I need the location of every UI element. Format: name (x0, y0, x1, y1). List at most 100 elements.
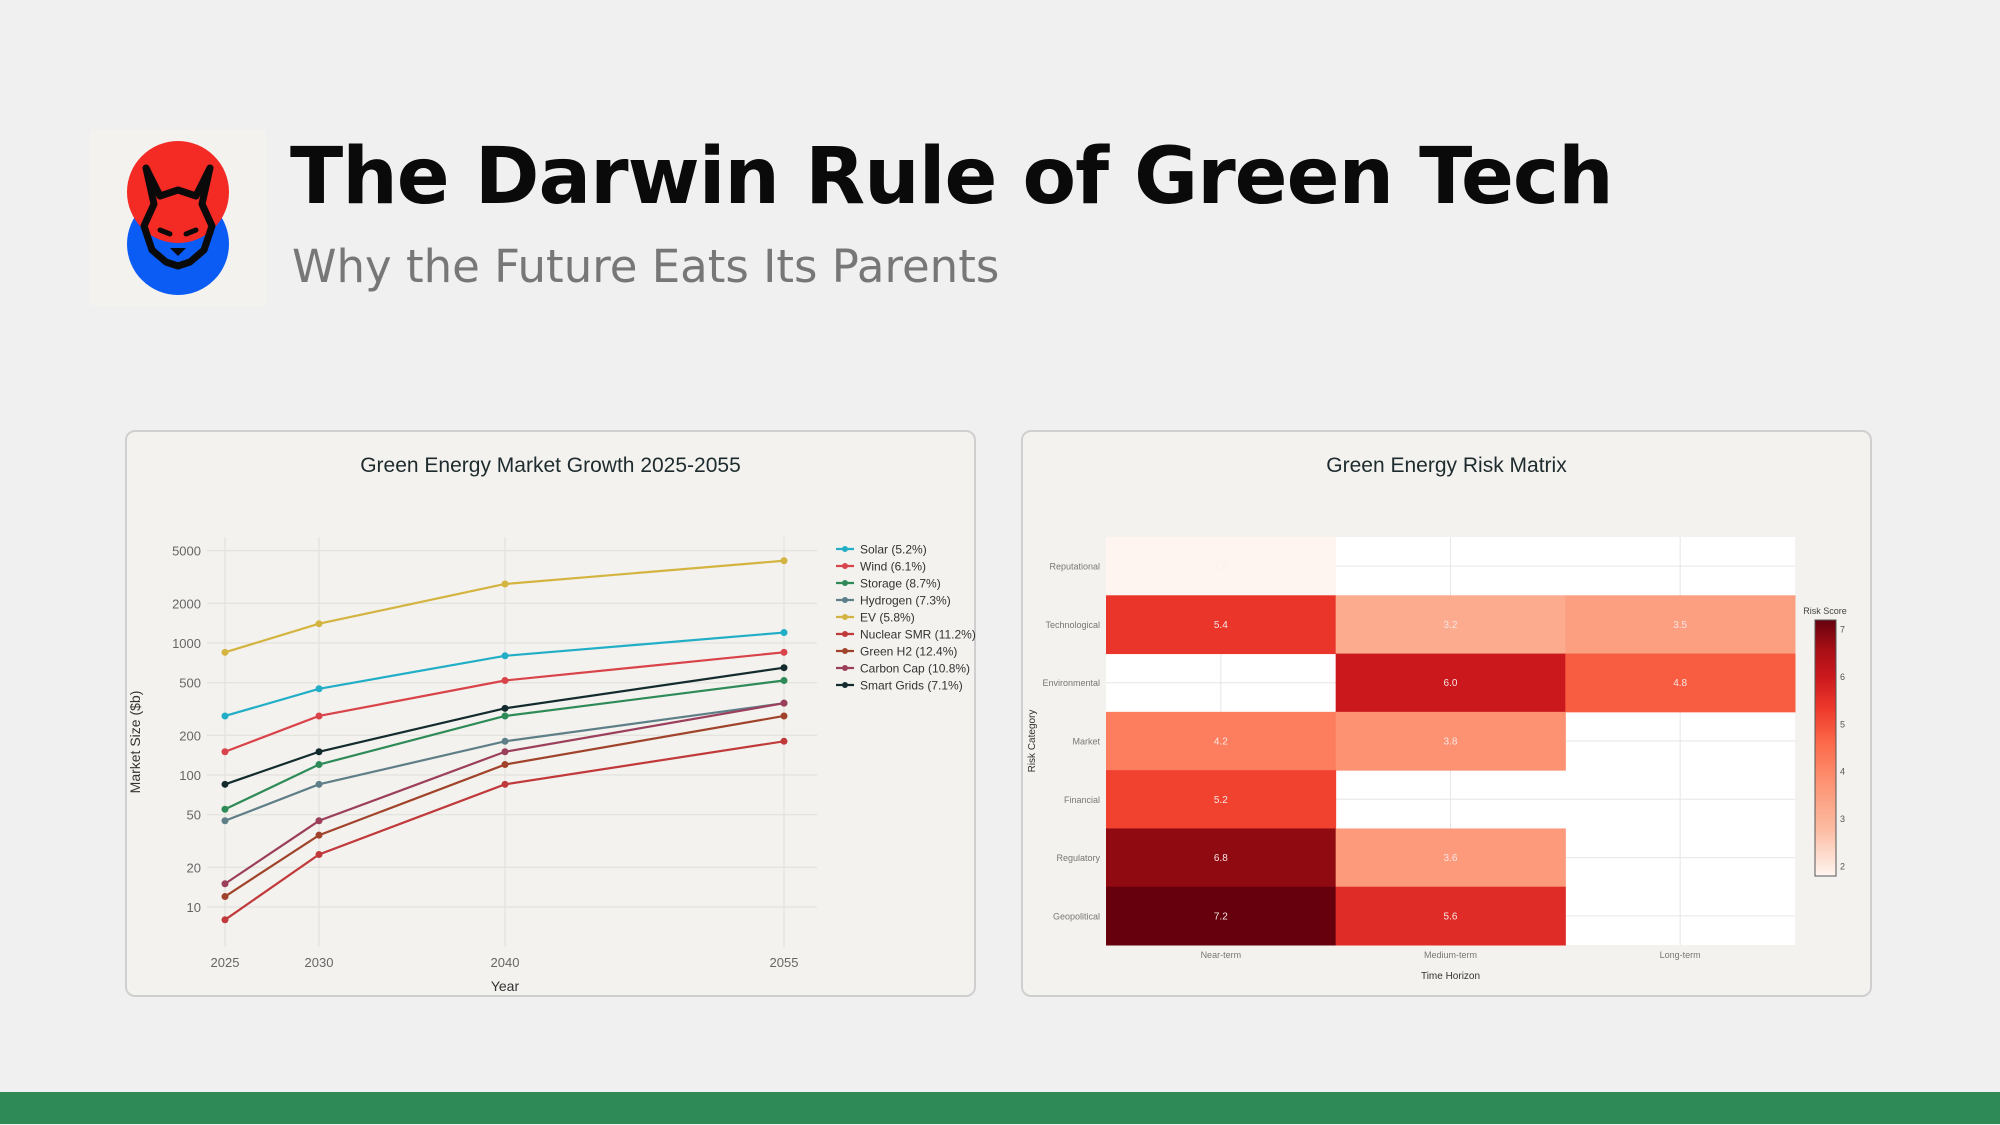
data-point[interactable] (315, 748, 323, 756)
data-point[interactable] (221, 748, 229, 756)
svg-text:3.2: 3.2 (1444, 620, 1458, 631)
data-point[interactable] (501, 676, 509, 684)
y-tick-label: 200 (179, 728, 201, 743)
page-subtitle: Why the Future Eats Its Parents (292, 240, 1000, 293)
legend-item[interactable]: Hydrogen (7.3%) (836, 594, 951, 608)
heatmap-cell[interactable]: 6.8 (1106, 828, 1337, 888)
heatmap-cell[interactable]: 1.8 (1106, 537, 1337, 596)
x-tick-label: Medium-term (1424, 950, 1477, 960)
data-point[interactable] (315, 761, 323, 769)
legend-item[interactable]: Smart Grids (7.1%) (836, 679, 963, 693)
colorbar-tick: 3 (1840, 814, 1845, 824)
colorbar-title: Risk Score (1803, 606, 1847, 616)
heatmap-cell[interactable]: 6.0 (1335, 653, 1566, 713)
svg-text:5.2: 5.2 (1214, 795, 1228, 806)
heatmap-cell[interactable]: 7.2 (1106, 886, 1337, 946)
series-line[interactable] (224, 702, 785, 822)
series-line[interactable] (224, 702, 785, 885)
data-point[interactable] (315, 817, 323, 825)
y-tick-label: 50 (187, 808, 201, 823)
data-point[interactable] (221, 712, 229, 720)
y-tick-label: Market (1072, 737, 1100, 747)
risk-heatmap: Reputational 1.8 Technological 5.4 3.2 3.5 Env… (1027, 537, 1847, 982)
svg-text:5.6: 5.6 (1444, 911, 1458, 922)
colorbar-tick: 2 (1840, 862, 1845, 872)
logo (90, 130, 266, 306)
x-axis-label: Year (491, 978, 520, 994)
data-point[interactable] (501, 652, 509, 660)
line-chart: 10 20 50 100 200 500 1000 2000 5000 2025 2030 2040 2… (127, 537, 976, 994)
data-point[interactable] (501, 761, 509, 769)
x-tick-label: 2055 (770, 955, 799, 970)
series-line[interactable] (224, 559, 785, 654)
lynx-logo-icon (127, 141, 229, 295)
x-tick-label: 2025 (211, 955, 240, 970)
legend-item[interactable]: EV (5.8%) (836, 611, 915, 625)
series-line[interactable] (224, 666, 785, 786)
y-tick-label: 20 (187, 860, 201, 875)
heatmap-cell[interactable]: 4.8 (1565, 653, 1796, 713)
y-tick-label: 1000 (172, 636, 201, 651)
x-tick-label: 2040 (491, 955, 520, 970)
data-point[interactable] (221, 893, 229, 901)
heatmap-cell[interactable]: 3.8 (1335, 711, 1566, 771)
data-point[interactable] (780, 699, 788, 707)
footer-bar (0, 1092, 2000, 1124)
series-line[interactable] (224, 679, 785, 811)
line-chart-title: Green Energy Market Growth 2025-2055 (360, 454, 741, 477)
legend-item[interactable]: Carbon Cap (10.8%) (836, 662, 970, 676)
svg-text:Storage (8.7%): Storage (8.7%) (860, 577, 941, 591)
series-line[interactable] (224, 631, 785, 718)
svg-text:3.5: 3.5 (1673, 620, 1687, 631)
data-point[interactable] (501, 748, 509, 756)
y-tick-label: Regulatory (1056, 853, 1100, 863)
data-point[interactable] (780, 629, 788, 637)
data-point[interactable] (780, 557, 788, 565)
legend-item[interactable]: Nuclear SMR (11.2%) (836, 628, 976, 642)
data-point[interactable] (221, 880, 229, 888)
y-tick-label: 10 (187, 900, 201, 915)
colorbar-tick: 7 (1840, 624, 1845, 634)
heatmap-cell[interactable]: 4.2 (1106, 711, 1337, 771)
data-point[interactable] (315, 685, 323, 693)
y-tick-label: 2000 (172, 596, 201, 611)
colorbar (1814, 619, 1837, 877)
svg-text:Smart Grids (7.1%): Smart Grids (7.1%) (860, 679, 963, 693)
data-point[interactable] (501, 580, 509, 588)
data-point[interactable] (780, 676, 788, 684)
data-point[interactable] (221, 648, 229, 656)
data-point[interactable] (501, 712, 509, 720)
legend-item[interactable]: Solar (5.2%) (836, 543, 927, 557)
data-point[interactable] (501, 780, 509, 788)
data-point[interactable] (315, 620, 323, 628)
heatmap-cell[interactable]: 5.4 (1106, 595, 1337, 655)
heatmap-cell[interactable]: 5.6 (1335, 886, 1566, 946)
y-tick-label: Reputational (1049, 562, 1100, 572)
data-point[interactable] (315, 850, 323, 858)
y-tick-label: Financial (1064, 795, 1100, 805)
legend-item[interactable]: Wind (6.1%) (836, 560, 926, 574)
page-title: The Darwin Rule of Green Tech (290, 132, 1614, 222)
data-point[interactable] (221, 780, 229, 788)
heatmap-cell[interactable]: 3.5 (1565, 595, 1796, 655)
series-line[interactable] (224, 740, 785, 921)
heatmap-cell[interactable]: 3.6 (1335, 828, 1566, 888)
data-point[interactable] (315, 780, 323, 788)
data-point[interactable] (780, 712, 788, 720)
heatmap-cell[interactable]: 5.2 (1106, 770, 1337, 829)
data-point[interactable] (221, 805, 229, 813)
legend-item[interactable]: Storage (8.7%) (836, 577, 941, 591)
series-line[interactable] (224, 651, 785, 753)
data-point[interactable] (221, 916, 229, 924)
data-point[interactable] (221, 817, 229, 825)
data-point[interactable] (315, 831, 323, 839)
data-point[interactable] (780, 664, 788, 672)
series-line[interactable] (224, 714, 785, 898)
data-point[interactable] (780, 648, 788, 656)
heatmap-cell[interactable]: 3.2 (1335, 595, 1566, 655)
data-point[interactable] (315, 712, 323, 720)
data-point[interactable] (501, 704, 509, 712)
data-point[interactable] (501, 737, 509, 745)
data-point[interactable] (780, 737, 788, 745)
legend-item[interactable]: Green H2 (12.4%) (836, 645, 957, 659)
